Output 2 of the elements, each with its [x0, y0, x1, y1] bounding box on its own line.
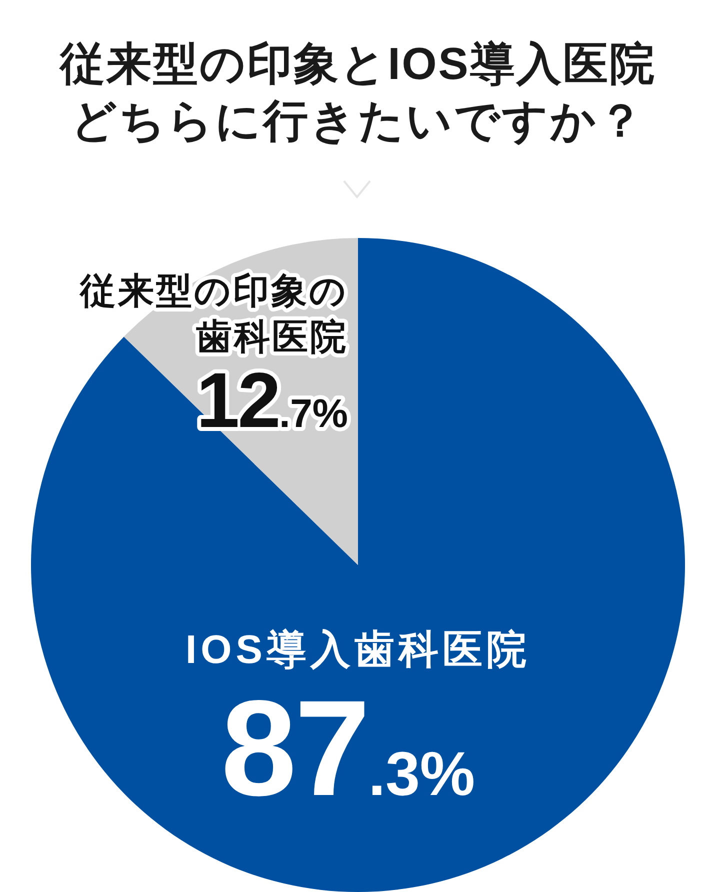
subtitle: どちらに行きたいですか？ [71, 95, 645, 146]
title: 従来型の印象とIOS導入医院 [60, 38, 656, 89]
